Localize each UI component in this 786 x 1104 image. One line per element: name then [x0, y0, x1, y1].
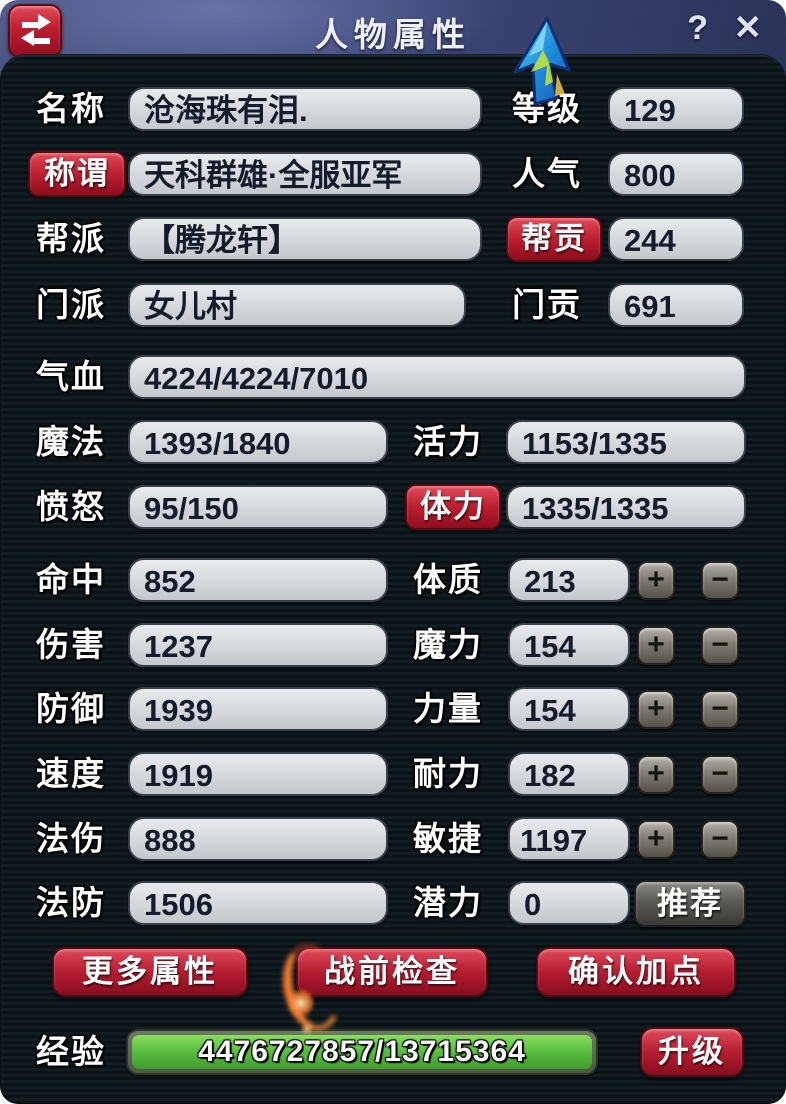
- guild-label: 帮派: [36, 220, 106, 257]
- constitution-minus-icon[interactable]: −: [701, 561, 739, 600]
- mp-field: 1393/1840: [128, 420, 388, 464]
- sect-field: 女儿村: [128, 283, 466, 327]
- experience-label: 经验: [36, 1033, 106, 1070]
- magic-label: 魔力: [413, 626, 483, 663]
- hit-label: 命中: [36, 561, 106, 598]
- popularity-label: 人气: [512, 155, 582, 192]
- constitution-field: 213: [508, 558, 630, 602]
- strength-plus-icon[interactable]: +: [637, 690, 675, 729]
- strength-label: 力量: [413, 690, 483, 727]
- endurance-minus-icon[interactable]: −: [701, 755, 739, 794]
- potential-field: 0: [508, 881, 630, 925]
- attributes-panel: 名称 沧海珠有泪. 等级 129 称谓 天科群雄·全服亚军 人气 800 帮派 …: [0, 54, 786, 1104]
- vigor-field: 1153/1335: [506, 420, 746, 464]
- defense-label: 防御: [36, 690, 106, 727]
- sect-contrib-label: 门贡: [512, 286, 582, 323]
- close-icon[interactable]: ✕: [733, 9, 763, 47]
- guild-field: 【腾龙轩】: [128, 217, 482, 261]
- sect-contrib-field: 691: [608, 283, 744, 327]
- experience-value: 4476727857/13715364: [198, 1035, 526, 1068]
- magic-damage-field: 888: [128, 817, 388, 861]
- popularity-field: 800: [608, 152, 744, 196]
- constitution-label: 体质: [413, 561, 483, 598]
- guild-contrib-field: 244: [608, 217, 744, 261]
- defense-field: 1939: [128, 687, 388, 731]
- damage-label: 伤害: [36, 626, 106, 663]
- hp-field: 4224/4224/7010: [128, 355, 746, 399]
- stamina-field: 1335/1335: [506, 485, 746, 529]
- strength-field: 154: [508, 687, 630, 731]
- magic-defense-field: 1506: [128, 881, 388, 925]
- vigor-label: 活力: [413, 423, 483, 460]
- speed-label: 速度: [36, 755, 106, 792]
- magic-minus-icon[interactable]: −: [701, 626, 739, 665]
- damage-field: 1237: [128, 623, 388, 667]
- endurance-field: 182: [508, 752, 630, 796]
- constitution-plus-icon[interactable]: +: [637, 561, 675, 600]
- speed-field: 1919: [128, 752, 388, 796]
- agility-field: 1197: [508, 817, 630, 861]
- more-attributes-button[interactable]: 更多属性: [52, 947, 248, 997]
- level-field: 129: [608, 87, 744, 131]
- magic-defense-label: 法防: [36, 884, 106, 921]
- pre-battle-check-button[interactable]: 战前检查: [296, 947, 488, 997]
- agility-plus-icon[interactable]: +: [637, 820, 675, 859]
- panel-toggle-button[interactable]: [8, 4, 62, 58]
- title-field: 天科群雄·全服亚军: [128, 152, 482, 196]
- agility-label: 敏捷: [413, 820, 483, 857]
- rage-field: 95/150: [128, 485, 388, 529]
- level-label: 等级: [512, 90, 582, 127]
- guild-contrib-button[interactable]: 帮贡: [506, 216, 602, 262]
- endurance-plus-icon[interactable]: +: [637, 755, 675, 794]
- stamina-button[interactable]: 体力: [405, 484, 501, 530]
- name-label: 名称: [36, 90, 106, 127]
- magic-field: 154: [508, 623, 630, 667]
- potential-label: 潜力: [413, 884, 483, 921]
- confirm-points-button[interactable]: 确认加点: [536, 947, 736, 997]
- experience-bar: 4476727857/13715364: [126, 1029, 598, 1075]
- title-button[interactable]: 称谓: [28, 151, 126, 197]
- strength-minus-icon[interactable]: −: [701, 690, 739, 729]
- hp-label: 气血: [36, 358, 106, 395]
- title-bar: 人物属性 ? ✕: [0, 0, 786, 58]
- help-icon[interactable]: ?: [687, 9, 708, 47]
- hit-field: 852: [128, 558, 388, 602]
- recommend-button[interactable]: 推荐: [634, 880, 746, 927]
- magic-plus-icon[interactable]: +: [637, 626, 675, 665]
- sect-label: 门派: [36, 286, 106, 323]
- rage-label: 愤怒: [36, 488, 106, 525]
- experience-bar-fill: 4476727857/13715364: [132, 1035, 592, 1069]
- endurance-label: 耐力: [413, 755, 483, 792]
- page-title: 人物属性: [315, 16, 471, 53]
- level-up-button[interactable]: 升级: [640, 1027, 744, 1077]
- name-field: 沧海珠有泪.: [128, 87, 482, 131]
- agility-minus-icon[interactable]: −: [701, 820, 739, 859]
- magic-damage-label: 法伤: [36, 820, 106, 857]
- mp-label: 魔法: [36, 423, 106, 460]
